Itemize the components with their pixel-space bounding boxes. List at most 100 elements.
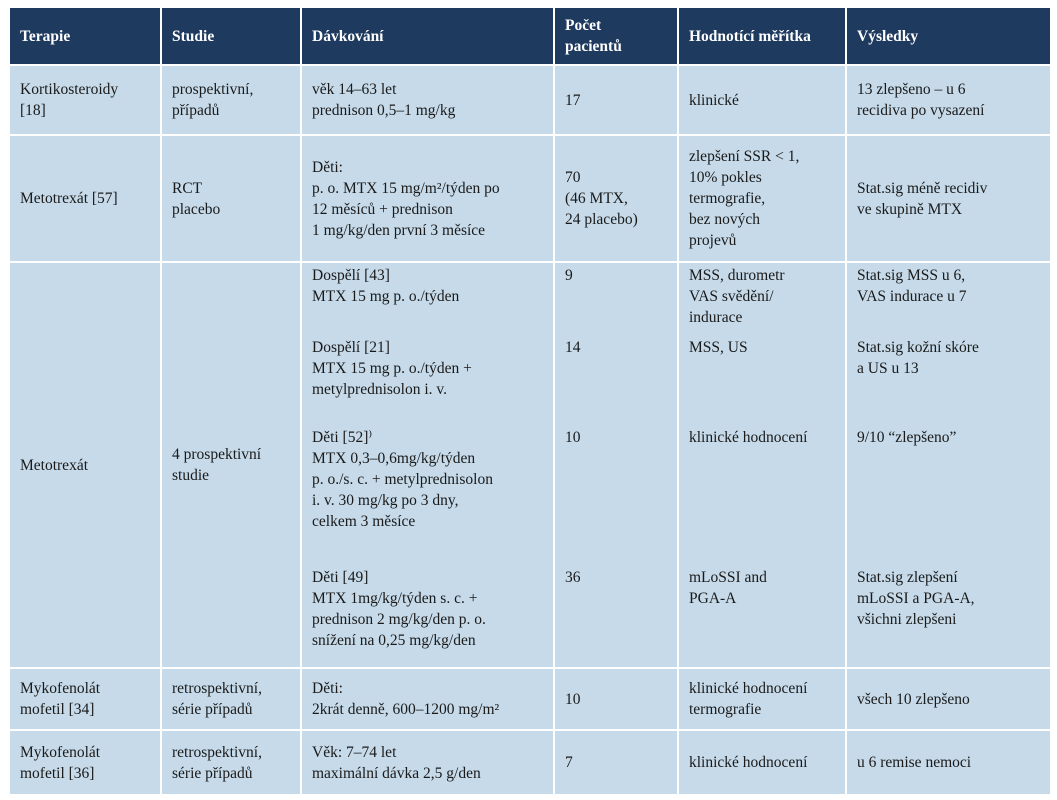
cell-line: Věk: 7–74 let — [312, 743, 397, 761]
cell-line: Počet — [565, 17, 602, 34]
measures-cell: klinické hodnocení termografie — [677, 667, 847, 731]
measures-cell: klinické — [677, 64, 847, 136]
table-row: Metotrexát [57] RCT placebo Děti: p. o. MTX … — [8, 134, 1052, 263]
cell-line: retrospektivní, — [172, 743, 262, 761]
measures-cell: klinické hodnocení — [677, 729, 847, 796]
dosing-cell: Děti: 2krát denně, 600–1200 mg/m² — [300, 667, 555, 731]
measures-cell: mLoSSI and PGA-A — [677, 565, 847, 669]
cell-line: p. o. MTX 15 mg/m²/týden po — [312, 179, 500, 197]
dosing-cell: Děti: p. o. MTX 15 mg/m²/týden po 12 měsíc… — [300, 134, 555, 263]
cell-line: Dospělí [21] — [312, 339, 390, 356]
patients-cell: 10 — [553, 425, 679, 565]
cell-line: MTX 0,3–0,6mg/kg/týden — [312, 450, 476, 467]
table-row: Děti [52]⁾ MTX 0,3–0,6mg/kg/týden p. o./s.… — [9, 425, 1052, 565]
cell-line: 17 — [565, 91, 581, 109]
cell-line: a US u 13 — [857, 360, 919, 377]
cell-line: 10 — [565, 690, 581, 708]
study-cell: prospektivní, případů — [160, 64, 302, 136]
results-cell: Stat.sig méně recidiv ve skupině MTX — [845, 134, 1052, 263]
cell-line: Děti [49] — [312, 569, 369, 586]
cell-line: mofetil [34] — [20, 701, 95, 718]
cell-line: retrospektivní, — [172, 680, 262, 697]
cell-line: MTX 15 mg p. o./týden + — [312, 360, 472, 377]
cell-line: věk 14–63 let — [312, 81, 397, 98]
table-row: Metotrexát 4 prospektivní studie Dospělí [4… — [8, 261, 1052, 669]
table: Terapie Studie Dávkování Počet pacientů Hodno… — [8, 8, 1052, 796]
results-cell: všech 10 zlepšeno — [845, 667, 1052, 731]
results-cell: u 6 remise nemoci — [845, 729, 1052, 796]
dosing-cell: Děti [52]⁾ MTX 0,3–0,6mg/kg/týden p. o./s.… — [300, 425, 555, 565]
cell-line: RCT — [172, 179, 203, 197]
patients-cell: 17 — [553, 64, 679, 136]
cell-line: Mykofenolát — [20, 680, 101, 697]
cell-line: celkem 3 měsíce — [312, 513, 416, 530]
cell-line: 9/10 “zlepšeno” — [857, 429, 957, 446]
cell-line: PGA-A — [689, 590, 737, 607]
cell-line: mofetil [36] — [20, 764, 95, 782]
cell-line: termografie — [689, 701, 762, 718]
study-cell: RCT placebo — [160, 134, 302, 263]
cell-line: Děti [52]⁾ — [312, 429, 373, 446]
study-cell: retrospektivní, série případů — [160, 729, 302, 796]
header-cell: Počet pacientů — [553, 8, 679, 65]
cell-line: 10% pokles — [689, 169, 762, 186]
therapy-cell: Mykofenolát mofetil [34] — [8, 667, 162, 731]
cell-line: Dávkování — [312, 27, 384, 45]
cell-line: klinické hodnocení — [689, 429, 808, 446]
results-cell: Stat.sig MSS u 6, VAS indurace u 7 — [845, 261, 1052, 335]
cell-line: 13 zlepšeno – u 6 — [857, 81, 966, 98]
cell-line: Hodnotící měřítka — [689, 27, 811, 45]
patients-cell: 70 (46 MTX, 24 placebo) — [553, 134, 679, 263]
cell-line: [18] — [20, 102, 46, 119]
table-row: Mykofenolát mofetil [36] retrospektivní, sé… — [8, 729, 1052, 796]
cell-line: u 6 remise nemoci — [857, 754, 972, 771]
measures-cell: klinické hodnocení — [677, 425, 847, 565]
patients-cell: 10 — [553, 667, 679, 731]
patients-cell: 14 — [553, 335, 679, 425]
header-cell: Dávkování — [300, 8, 555, 65]
cell-line: případů — [172, 102, 220, 119]
cell-line: série případů — [172, 701, 253, 718]
cell-line: (46 MTX, — [565, 190, 628, 207]
cell-line: zlepšení SSR < 1, — [689, 148, 800, 165]
cell-line: Stat.sig méně recidiv — [857, 179, 988, 197]
cell-line: indurace — [689, 309, 743, 326]
table-wrap: Terapie Studie Dávkování Počet pacientů Hodno… — [8, 8, 1052, 796]
cell-line: 9 — [565, 267, 573, 284]
cell-line: Metotrexát [57] — [20, 190, 118, 207]
dosing-cell: Dospělí [21] MTX 15 mg p. o./týden + metyl… — [300, 335, 555, 425]
study-cell: retrospektivní, série případů — [160, 667, 302, 731]
cell-line: snížení na 0,25 mg/kg/den — [312, 632, 476, 649]
cell-line: projevů — [689, 232, 737, 249]
cell-line: metylprednisolon i. v. — [312, 381, 448, 398]
header-cell: Studie — [160, 8, 302, 65]
table-row: Mykofenolát mofetil [34] retrospektivní, sé… — [8, 667, 1052, 731]
therapy-cell: Metotrexát [57] — [8, 134, 162, 263]
cell-line: Stat.sig MSS u 6, — [857, 267, 966, 284]
results-cell: Stat.sig kožní skóre a US u 13 — [845, 335, 1052, 425]
cell-line: klinické — [689, 91, 739, 109]
therapy-cell: Mykofenolát mofetil [36] — [8, 729, 162, 796]
cell-line: MTX 1mg/kg/týden s. c. + — [312, 590, 478, 607]
cell-line: MSS, durometr — [689, 267, 785, 284]
cell-line: bez nových — [689, 211, 761, 228]
header-row: Terapie Studie Dávkování Počet pacientů Hodno… — [8, 8, 1052, 65]
cell-line: VAS svědění/ — [689, 288, 774, 305]
therapy-cell: Kortikosteroidy [18] — [8, 64, 162, 136]
cell-line: všichni zlepšeni — [857, 611, 957, 628]
measures-cell: MSS, durometr VAS svědění/indurace — [677, 261, 847, 335]
cell-line: MSS, US — [689, 339, 748, 356]
cell-line: pacientů — [565, 38, 622, 55]
cell-line: Kortikosteroidy — [20, 81, 119, 98]
table-row: Kortikosteroidy [18] prospektivní, případů v… — [8, 64, 1052, 136]
measures-cell: MSS, US — [677, 335, 847, 425]
cell-line: MTX 15 mg p. o./týden — [312, 288, 460, 305]
cell-line: Výsledky — [857, 27, 919, 45]
cell-line: 4 prospektivní — [172, 446, 262, 463]
cell-line: Terapie — [20, 27, 71, 45]
cell-line: termografie, — [689, 190, 766, 207]
cell-line: recidiva po vysazení — [857, 102, 985, 119]
header-cell: Terapie — [8, 8, 162, 65]
cell-line: ve skupině MTX — [857, 200, 963, 218]
